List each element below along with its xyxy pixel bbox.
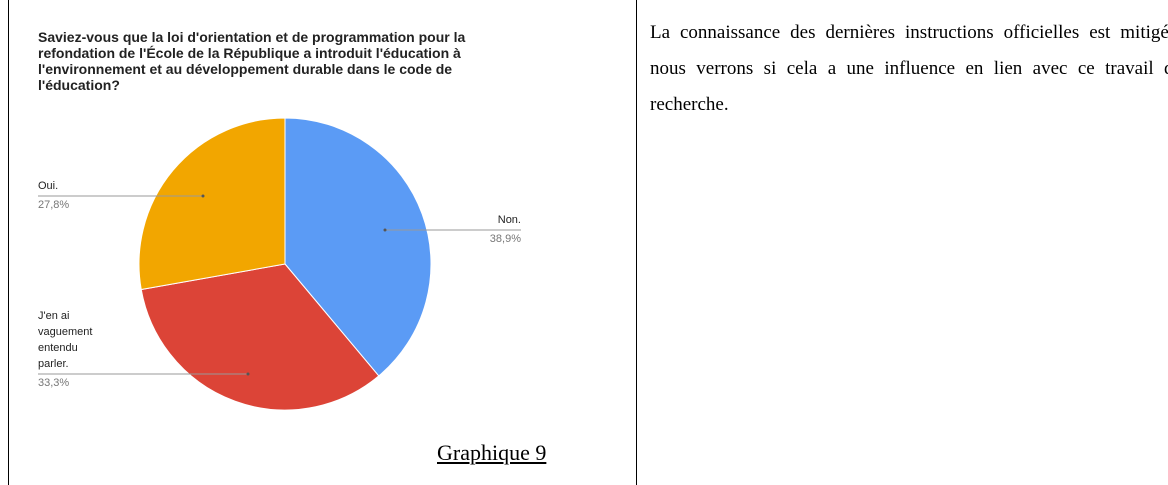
leader-dot xyxy=(246,372,250,376)
table-border xyxy=(636,0,637,485)
slice-label: J'en ai vaguement entendu parler. xyxy=(38,310,93,370)
pie-slice xyxy=(138,117,286,291)
table-border xyxy=(8,0,9,485)
slice-label: Oui. xyxy=(38,180,59,192)
caption: Graphique 9 xyxy=(437,440,547,465)
slice-value-label: 38,9% xyxy=(489,233,521,245)
leader-dot xyxy=(383,228,387,232)
chart xyxy=(38,117,521,411)
pie-slice xyxy=(284,117,432,377)
slice-label: Non. xyxy=(497,214,521,226)
pie-slice xyxy=(140,263,380,411)
slice-value-label: 33,3% xyxy=(38,377,70,389)
paragraph: La connaissance des dernières instructio… xyxy=(650,22,1168,115)
slice-value-label: 27,8% xyxy=(38,199,70,211)
chart-title: Saviez-vous que la loi d'orientation et … xyxy=(38,29,466,93)
leader-dot xyxy=(201,194,205,198)
